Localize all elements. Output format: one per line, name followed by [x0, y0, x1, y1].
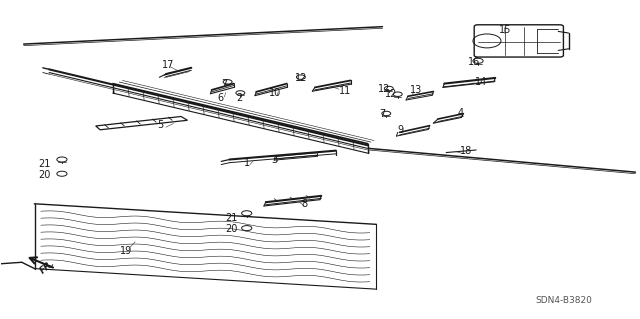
Text: 9: 9: [397, 125, 403, 135]
Text: 18: 18: [460, 146, 473, 156]
Text: 6: 6: [217, 93, 223, 103]
Text: 20: 20: [38, 170, 51, 180]
Text: 12: 12: [294, 73, 307, 83]
Text: 17: 17: [162, 60, 175, 70]
Text: 10: 10: [269, 88, 282, 98]
Text: 4: 4: [457, 108, 463, 118]
Text: 3: 3: [271, 155, 277, 165]
Text: FR.: FR.: [38, 258, 57, 275]
Text: 14: 14: [474, 77, 486, 87]
Text: 21: 21: [38, 159, 51, 169]
Text: 11: 11: [339, 85, 351, 96]
Text: SDN4-B3820: SDN4-B3820: [535, 296, 592, 305]
Text: 7: 7: [380, 109, 385, 119]
FancyBboxPatch shape: [474, 25, 563, 57]
Text: 12: 12: [378, 84, 390, 94]
Text: 7: 7: [221, 79, 228, 89]
Text: 20: 20: [225, 224, 237, 234]
Text: 15: 15: [499, 26, 511, 35]
Text: 16: 16: [468, 57, 481, 67]
Text: 13: 13: [410, 85, 422, 95]
Text: 19: 19: [120, 246, 132, 256]
Text: 21: 21: [225, 213, 237, 223]
Text: 2: 2: [236, 93, 242, 103]
Text: 5: 5: [157, 120, 164, 130]
Text: 1: 1: [244, 158, 250, 168]
Text: 8: 8: [301, 199, 308, 209]
Text: 12: 12: [385, 89, 397, 99]
